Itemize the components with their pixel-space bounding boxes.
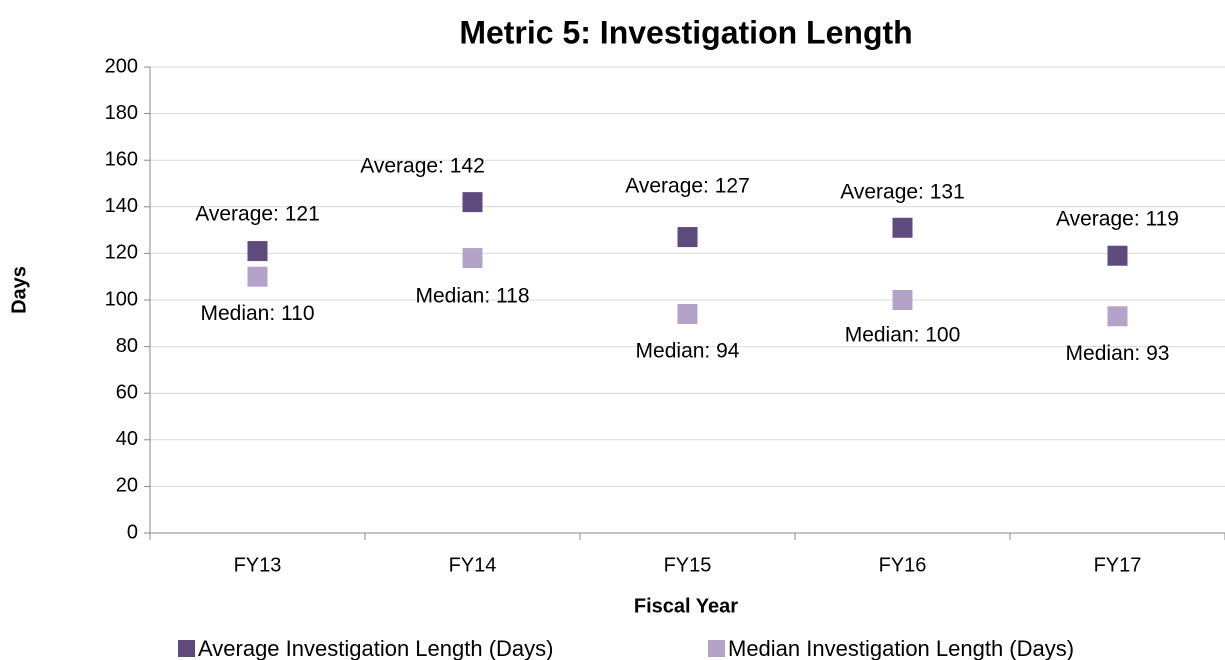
x-tick-label: FY15 (664, 554, 712, 576)
x-tick-label: FY14 (449, 554, 497, 576)
data-label: Median: 93 (1066, 342, 1170, 365)
y-axis-title: Days (8, 266, 30, 314)
data-label: Median: 118 (415, 285, 529, 308)
x-tick-label: FY17 (1094, 554, 1142, 576)
marker (677, 303, 698, 324)
y-tick-label: 60 (116, 381, 138, 403)
data-label: Average: 131 (840, 180, 965, 203)
y-tick-label: 120 (105, 242, 138, 264)
marker (462, 192, 483, 213)
y-tick-label: 0 (127, 521, 138, 543)
data-label: Average: 127 (625, 175, 750, 198)
legend-label: Median Investigation Length (Days) (728, 636, 1074, 660)
x-tick-label: FY13 (234, 554, 282, 576)
y-tick-label: 180 (105, 102, 138, 124)
data-label: Median: 110 (200, 302, 314, 325)
data-label: Average: 119 (1056, 207, 1179, 230)
legend-swatch (708, 640, 725, 657)
marker (462, 248, 483, 269)
marker (1107, 245, 1128, 266)
data-label: Median: 100 (845, 324, 961, 347)
x-tick-label: FY16 (879, 554, 927, 576)
marker (1107, 306, 1128, 327)
data-label: Average: 121 (195, 203, 320, 226)
legend-swatch (178, 640, 195, 657)
y-tick-label: 80 (116, 335, 138, 357)
marker (247, 241, 268, 262)
chart-title: Metric 5: Investigation Length (459, 14, 912, 50)
y-tick-label: 100 (105, 288, 138, 310)
marker (677, 227, 698, 248)
marker (892, 217, 913, 238)
y-tick-label: 140 (105, 195, 138, 217)
y-tick-label: 200 (105, 55, 138, 77)
x-axis-title: Fiscal Year (634, 595, 738, 617)
y-tick-label: 20 (116, 475, 138, 497)
data-label: Median: 94 (636, 340, 740, 363)
legend-label: Average Investigation Length (Days) (198, 636, 553, 660)
marker (247, 266, 268, 287)
y-tick-label: 40 (116, 428, 138, 450)
marker (892, 290, 913, 310)
data-label: Average: 142 (360, 155, 485, 178)
y-tick-label: 160 (105, 148, 138, 170)
